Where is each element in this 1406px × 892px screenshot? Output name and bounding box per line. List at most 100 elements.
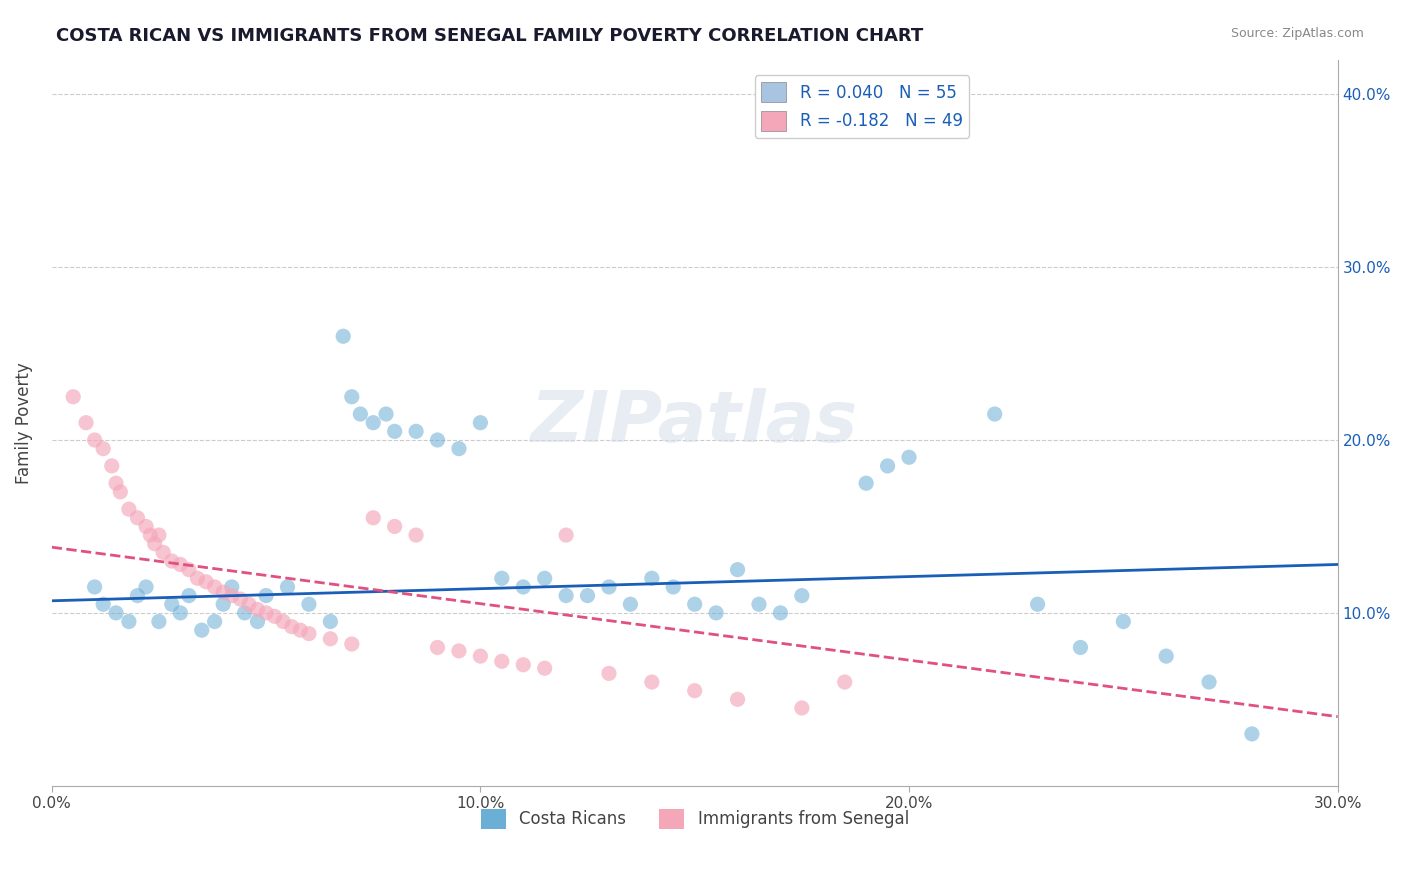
Point xyxy=(105,606,128,620)
Point xyxy=(169,606,191,620)
Point xyxy=(1112,615,1135,629)
Point xyxy=(233,606,256,620)
Point xyxy=(834,675,856,690)
Point xyxy=(169,558,191,572)
Point xyxy=(491,571,513,585)
Point xyxy=(619,597,641,611)
Point xyxy=(118,502,141,516)
Point xyxy=(246,615,269,629)
Point xyxy=(598,666,620,681)
Point xyxy=(319,615,342,629)
Point xyxy=(683,597,706,611)
Point xyxy=(641,675,664,690)
Point xyxy=(340,637,363,651)
Point xyxy=(1069,640,1091,655)
Point xyxy=(298,597,321,611)
Point xyxy=(152,545,174,559)
Point xyxy=(143,537,166,551)
Point xyxy=(470,649,492,664)
Point xyxy=(148,615,170,629)
Point xyxy=(790,589,813,603)
Point xyxy=(75,416,97,430)
Point xyxy=(349,407,371,421)
Point xyxy=(340,390,363,404)
Point xyxy=(470,416,492,430)
Point xyxy=(748,597,770,611)
Text: ZIPatlas: ZIPatlas xyxy=(531,388,859,458)
Point xyxy=(254,606,277,620)
Point xyxy=(91,442,114,456)
Point xyxy=(576,589,599,603)
Point xyxy=(384,519,406,533)
Point xyxy=(426,640,449,655)
Point xyxy=(83,580,105,594)
Point xyxy=(533,661,555,675)
Point xyxy=(555,528,578,542)
Point xyxy=(135,519,157,533)
Point xyxy=(683,683,706,698)
Point xyxy=(221,580,243,594)
Point xyxy=(447,442,470,456)
Point xyxy=(855,476,877,491)
Point xyxy=(332,329,354,343)
Point xyxy=(512,580,534,594)
Point xyxy=(727,692,749,706)
Point xyxy=(186,571,208,585)
Point xyxy=(704,606,727,620)
Point xyxy=(384,425,406,439)
Point xyxy=(641,571,664,585)
Point xyxy=(263,609,285,624)
Point xyxy=(127,589,149,603)
Point xyxy=(876,458,898,473)
Point xyxy=(361,416,384,430)
Point xyxy=(83,433,105,447)
Point xyxy=(555,589,578,603)
Point xyxy=(727,563,749,577)
Point xyxy=(204,615,226,629)
Point xyxy=(662,580,685,594)
Point xyxy=(533,571,555,585)
Point xyxy=(105,476,128,491)
Point xyxy=(62,390,84,404)
Point xyxy=(177,563,200,577)
Point xyxy=(361,510,384,524)
Point xyxy=(212,597,235,611)
Point xyxy=(127,510,149,524)
Point xyxy=(229,592,252,607)
Point xyxy=(1026,597,1049,611)
Point xyxy=(1240,727,1263,741)
Point xyxy=(195,574,218,589)
Point xyxy=(1198,675,1220,690)
Point xyxy=(405,528,427,542)
Point xyxy=(1154,649,1177,664)
Point xyxy=(91,597,114,611)
Point xyxy=(983,407,1005,421)
Point xyxy=(148,528,170,542)
Point xyxy=(139,528,162,542)
Point xyxy=(290,623,312,637)
Point xyxy=(254,589,277,603)
Point xyxy=(598,580,620,594)
Point xyxy=(426,433,449,447)
Point xyxy=(135,580,157,594)
Point xyxy=(191,623,214,637)
Point xyxy=(276,580,298,594)
Point xyxy=(118,615,141,629)
Point xyxy=(790,701,813,715)
Y-axis label: Family Poverty: Family Poverty xyxy=(15,362,32,483)
Point xyxy=(319,632,342,646)
Point xyxy=(898,450,921,465)
Point xyxy=(447,644,470,658)
Point xyxy=(212,585,235,599)
Point xyxy=(110,484,132,499)
Point xyxy=(160,554,183,568)
Point xyxy=(160,597,183,611)
Text: COSTA RICAN VS IMMIGRANTS FROM SENEGAL FAMILY POVERTY CORRELATION CHART: COSTA RICAN VS IMMIGRANTS FROM SENEGAL F… xyxy=(56,27,924,45)
Point xyxy=(100,458,122,473)
Legend: Costa Ricans, Immigrants from Senegal: Costa Ricans, Immigrants from Senegal xyxy=(474,802,915,836)
Point xyxy=(769,606,792,620)
Text: Source: ZipAtlas.com: Source: ZipAtlas.com xyxy=(1230,27,1364,40)
Point xyxy=(246,602,269,616)
Point xyxy=(238,597,260,611)
Point xyxy=(375,407,398,421)
